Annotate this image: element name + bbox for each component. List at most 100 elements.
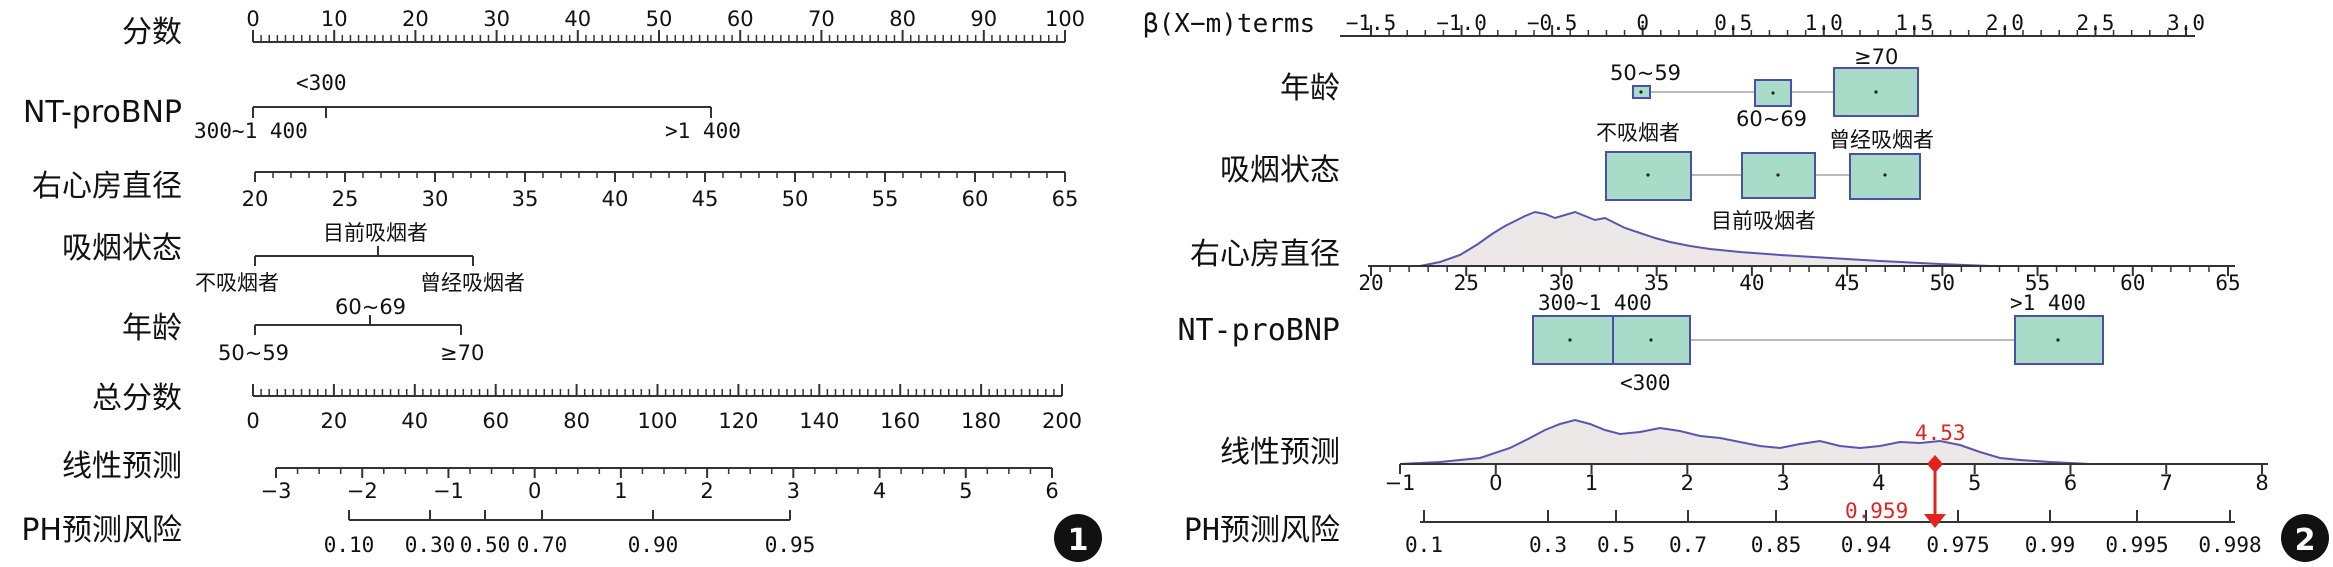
age-box-60-69 [1754, 79, 1792, 107]
row-label-smoke: 吸烟状态 [62, 231, 182, 266]
smoking-boxes: 不吸烟者 目前吸烟者 曾经吸烟者 [1596, 121, 1934, 233]
p2-ra-tick-label-1: 25 [1454, 271, 1479, 295]
svg-text:1: 1 [1068, 523, 1089, 558]
lp-tick-label-4: 1 [614, 479, 627, 503]
p2-risk-tick-label-5: 0.94 [1841, 533, 1892, 557]
total-tick-label-5: 100 [637, 409, 677, 433]
risk-tick-label-1: 0.30 [405, 533, 456, 557]
total-tick-label-2: 40 [401, 409, 428, 433]
age-level-label-50-59: 50~59 [1610, 61, 1681, 85]
points-tick-label-9: 90 [970, 7, 997, 31]
ntprobnp-level-high: >1 400 [665, 119, 741, 143]
total-tick-label-7: 140 [799, 409, 839, 433]
beta-tick-label-3: 0 [1636, 11, 1649, 35]
p2-ra-tick-label-6: 50 [1930, 271, 1955, 295]
lp-tick-label-1: −2 [347, 479, 378, 503]
lp-tick-label-7: 4 [873, 479, 886, 503]
ntprobnp-level-low: <300 [296, 71, 347, 95]
smoke-level-never: 不吸烟者 [195, 271, 279, 295]
points-tick-label-0: 0 [246, 7, 259, 31]
age-level-60-69: 60~69 [335, 295, 406, 319]
smoke-level-label-never: 不吸烟者 [1596, 121, 1680, 145]
lp-tick-label-8: 5 [959, 479, 972, 503]
smoke-level-label-current: 目前吸烟者 [1711, 209, 1816, 233]
points-tick-label-6: 60 [727, 7, 754, 31]
ra-tick-label-1: 25 [332, 187, 359, 211]
risk-tick-label-0: 0.10 [324, 533, 375, 557]
p2-risk-tick-label-3: 0.7 [1669, 533, 1707, 557]
ntprobnp-level-mid: 300~1 400 [194, 119, 308, 143]
total-tick-label-6: 120 [718, 409, 758, 433]
p2-ra-tick-label-4: 40 [1739, 271, 1764, 295]
p2-lp-tick-label-0: −1 [1385, 471, 1416, 495]
p2-ra-tick-label-9: 65 [2215, 271, 2240, 295]
p2-label-risk: PH预测风险 [1184, 513, 1340, 548]
ra-tick-label-8: 60 [962, 187, 989, 211]
p2-ra-tick-label-8: 60 [2120, 271, 2145, 295]
ra-tick-label-9: 65 [1052, 187, 1079, 211]
points-tick-label-2: 20 [402, 7, 429, 31]
beta-tick-label-0: −1.5 [1346, 11, 1397, 35]
total-tick-label-4: 80 [563, 409, 590, 433]
lp-highlight-value: 4.53 [1915, 421, 1966, 445]
p2-lp-tick-label-2: 1 [1585, 471, 1598, 495]
panel-1: 分数 NT-proBNP 右心房直径 吸烟状态 年龄 总分数 线性预测 PH预测… [21, 7, 1102, 562]
p2-risk-tick-label-2: 0.5 [1597, 533, 1635, 557]
points-tick-label-5: 50 [646, 7, 673, 31]
row-label-ntprobnp: NT-proBNP [23, 95, 182, 130]
row-label-risk: PH预测风险 [21, 513, 182, 548]
ntprobnp-level-label-low: <300 [1620, 371, 1671, 395]
ntprobnp-box-mid [1532, 315, 1614, 365]
ra-tick-label-3: 35 [512, 187, 539, 211]
points-tick-label-7: 70 [808, 7, 835, 31]
beta-tick-label-2: −0.5 [1527, 11, 1578, 35]
age-level-70plus: ≥70 [440, 341, 484, 365]
ra-tick-label-5: 45 [692, 187, 719, 211]
age-boxes: 50~59 60~69 ≥70 [1610, 45, 1919, 131]
p2-risk-tick-label-1: 0.3 [1529, 533, 1567, 557]
total-tick-label-1: 20 [321, 409, 348, 433]
ra-tick-label-0: 20 [242, 187, 269, 211]
p2-label-lp: 线性预测 [1220, 435, 1340, 470]
ra-tick-label-6: 50 [782, 187, 809, 211]
p2-lp-tick-label-3: 2 [1681, 471, 1694, 495]
total-tick-label-8: 160 [880, 409, 920, 433]
p2-risk-tick-label-8: 0.995 [2105, 533, 2168, 557]
ntprobnp-level-label-mid: 300~1 400 [1538, 291, 1652, 315]
age-level-label-70plus: ≥70 [1854, 45, 1898, 69]
risk-tick-label-4: 0.90 [628, 533, 679, 557]
smoke-level-current: 目前吸烟者 [323, 221, 428, 245]
svg-text:2: 2 [2295, 523, 2316, 558]
smoking-scale: 目前吸烟者 不吸烟者 曾经吸烟者 [195, 221, 525, 295]
p2-label-ntprobnp: NT-proBNP [1177, 313, 1340, 348]
beta-tick-label-9: 3.0 [2167, 11, 2205, 35]
beta-tick-label-4: 0.5 [1714, 11, 1752, 35]
beta-tick-label-6: 1.5 [1895, 11, 1933, 35]
p2-lp-tick-label-4: 3 [1776, 471, 1789, 495]
p2-lp-tick-label-9: 8 [2255, 471, 2268, 495]
p2-lp-tick-label-6: 5 [1968, 471, 1981, 495]
age-scale: 60~69 50~59 ≥70 [218, 295, 484, 365]
p2-ra-tick-label-3: 35 [1644, 271, 1669, 295]
ntprobnp-level-label-high: >1 400 [2010, 291, 2086, 315]
beta-tick-label-1: −1.0 [1436, 11, 1487, 35]
risk-tick-label-3: 0.70 [517, 533, 568, 557]
age-level-label-60-69: 60~69 [1736, 107, 1807, 131]
p2-risk-tick-label-4: 0.85 [1751, 533, 1802, 557]
p2-ra-tick-label-5: 45 [1834, 271, 1859, 295]
points-tick-label-3: 30 [483, 7, 510, 31]
lp-tick-label-0: −3 [261, 479, 292, 503]
ra-tick-label-7: 55 [872, 187, 899, 211]
risk-tick-label-2: 0.50 [460, 533, 511, 557]
total-points-axis: 0 20 40 60 80 100 120 140 160 180 200 [246, 384, 1082, 433]
p2-label-smoke: 吸烟状态 [1220, 153, 1340, 188]
beta-tick-label-5: 1.0 [1805, 11, 1843, 35]
prediction-highlight: 4.53 0.959 [1845, 421, 1966, 528]
total-tick-label-0: 0 [246, 409, 259, 433]
p2-lp-tick-label-7: 6 [2064, 471, 2077, 495]
p2-ra-tick-label-0: 20 [1358, 271, 1383, 295]
points-tick-label-10: 100 [1045, 7, 1085, 31]
panel-2: β(X−m)terms −1.5 −1.0 −0.5 0 0.5 1.0 1.5 2.0 2.5… [1143, 9, 2329, 562]
beta-tick-label-8: 2.5 [2076, 11, 2114, 35]
